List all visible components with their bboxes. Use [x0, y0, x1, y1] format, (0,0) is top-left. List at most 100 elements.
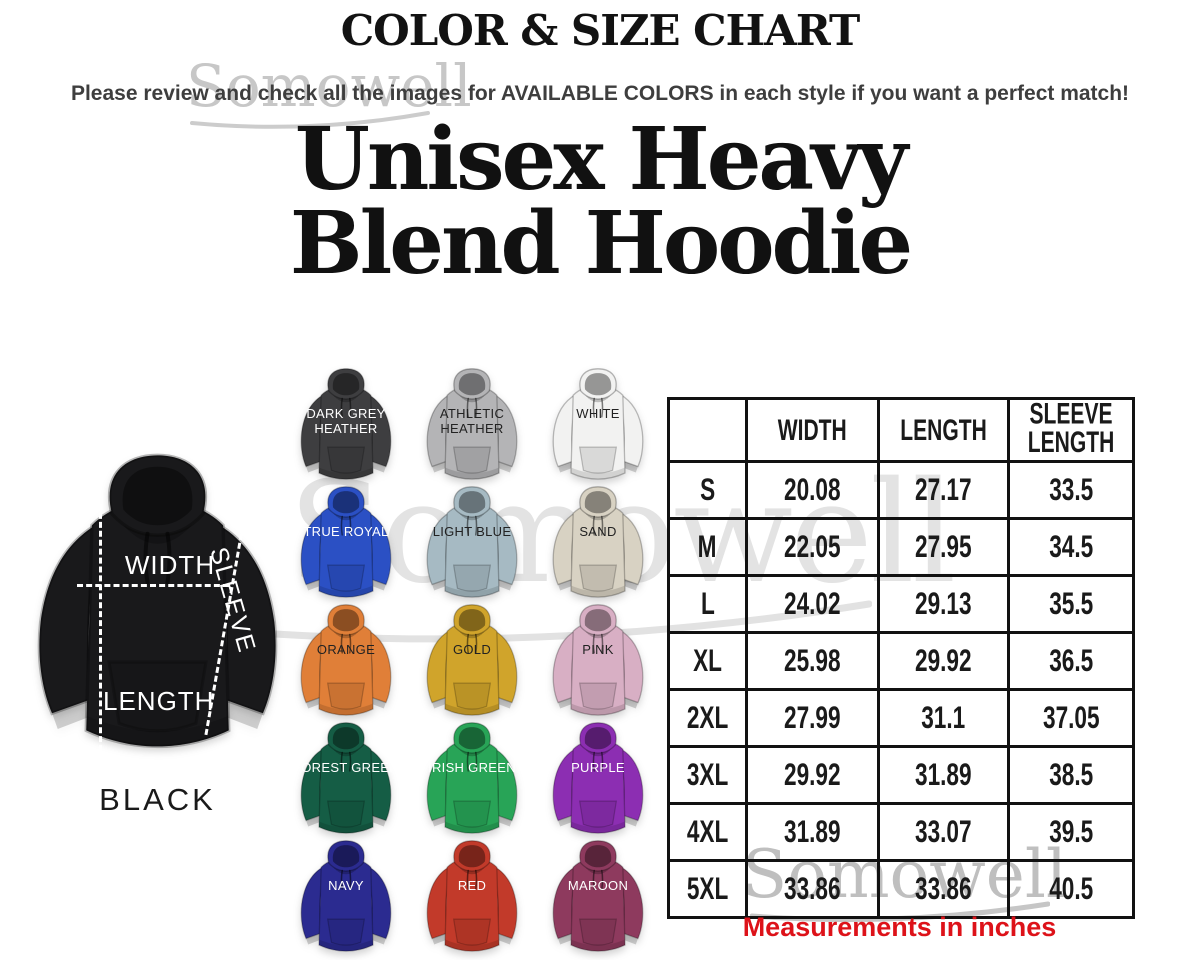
hoodie-icon: [552, 840, 644, 952]
hoodie-icon: [552, 604, 644, 716]
color-swatch: NAVY: [283, 838, 409, 956]
color-name-label: NAVY: [328, 878, 364, 893]
length-cell: 29.13: [877, 574, 1010, 634]
width-cell: 27.99: [745, 688, 880, 748]
width-cell: 25.98: [745, 631, 880, 691]
color-name-label: MAROON: [567, 878, 629, 893]
measurement-diagram: WIDTH LENGTH SLEEVE BLACK: [15, 448, 305, 848]
length-cell: 33.86: [877, 859, 1010, 919]
hoodie-icon: [426, 486, 518, 598]
size-cell: M: [667, 517, 748, 577]
size-column-header: [667, 397, 748, 463]
color-name-label: IRISH GREEN: [428, 760, 516, 775]
sleeve-length-cell: 33.5: [1007, 460, 1135, 520]
hoodie-icon: [552, 486, 644, 598]
sleeve-length-cell: 34.5: [1007, 517, 1135, 577]
hoodie-icon: [300, 722, 392, 834]
color-swatch: LIGHT BLUE: [409, 484, 535, 602]
color-swatch: MAROON: [535, 838, 661, 956]
size-cell: 5XL: [667, 859, 748, 919]
color-name-label: WHITE: [576, 406, 620, 421]
color-swatch: FOREST GREEN: [283, 720, 409, 838]
color-swatch: GOLD: [409, 602, 535, 720]
color-name-label: ORANGE: [316, 642, 376, 657]
page-title: COLOR & SIZE CHART: [340, 6, 861, 55]
subtitle: Please review and check all the images f…: [70, 82, 1130, 105]
length-cell: 31.89: [877, 745, 1010, 805]
color-swatch: SAND: [535, 484, 661, 602]
sleeve-length-cell: 36.5: [1007, 631, 1135, 691]
color-name-label: DARK GREY HEATHER: [306, 406, 386, 437]
width-column-header: WIDTH: [745, 397, 880, 463]
length-cell: 27.17: [877, 460, 1010, 520]
size-cell: S: [667, 460, 748, 520]
size-table-row: 5XL 33.86 33.86 40.5: [667, 859, 1135, 919]
size-cell: XL: [667, 631, 748, 691]
width-cell: 24.02: [745, 574, 880, 634]
size-table-row: L 24.02 29.13 35.5: [667, 574, 1135, 634]
product-title-line1: Unisex Heavy: [294, 109, 908, 210]
hoodie-icon: [426, 604, 518, 716]
hoodie-icon: [552, 722, 644, 834]
sleeve-length-cell: 40.5: [1007, 859, 1135, 919]
hoodie-icon: [552, 368, 644, 480]
sleeve-length-column-header: SLEEVE LENGTH: [1007, 397, 1135, 463]
width-label: WIDTH: [124, 550, 216, 580]
sleeve-length-cell: 39.5: [1007, 802, 1135, 862]
sleeve-length-cell: 37.05: [1007, 688, 1135, 748]
size-table-row: S 20.08 27.17 33.5: [667, 460, 1135, 520]
color-swatch: RED: [409, 838, 535, 956]
hoodie-icon: [426, 722, 518, 834]
size-cell: 2XL: [667, 688, 748, 748]
color-name-label: SAND: [579, 524, 617, 539]
color-swatch: IRISH GREEN: [409, 720, 535, 838]
size-table-row: 4XL 31.89 33.07 39.5: [667, 802, 1135, 862]
size-table: WIDTH LENGTH SLEEVE LENGTH S 20.08 27.17…: [667, 397, 1135, 919]
length-cell: 33.07: [877, 802, 1010, 862]
size-table-row: XL 25.98 29.92 36.5: [667, 631, 1135, 691]
hoodie-color-label: BLACK: [99, 782, 216, 817]
size-table-row: 3XL 29.92 31.89 38.5: [667, 745, 1135, 805]
color-swatch: WHITE: [535, 366, 661, 484]
length-cell: 27.95: [877, 517, 1010, 577]
size-table-body: S 20.08 27.17 33.5 M 22.05 27.95 34.5 L …: [667, 460, 1135, 919]
color-swatch: ATHLETIC HEATHER: [409, 366, 535, 484]
length-label: LENGTH: [103, 686, 215, 716]
color-name-label: FOREST GREEN: [293, 760, 399, 775]
width-cell: 29.92: [745, 745, 880, 805]
color-grid: DARK GREY HEATHER ATHLETIC HEATHER WHITE…: [283, 366, 661, 956]
color-swatch: TRUE ROYAL: [283, 484, 409, 602]
sleeve-length-cell: 35.5: [1007, 574, 1135, 634]
color-name-label: GOLD: [452, 642, 492, 657]
hoodie-icon: [300, 840, 392, 952]
size-cell: L: [667, 574, 748, 634]
size-cell: 3XL: [667, 745, 748, 805]
width-cell: 31.89: [745, 802, 880, 862]
color-name-label: PINK: [582, 642, 614, 657]
size-table-row: M 22.05 27.95 34.5: [667, 517, 1135, 577]
size-cell: 4XL: [667, 802, 748, 862]
measurements-footnote: Measurements in inches: [742, 912, 1057, 942]
color-name-label: ATHLETIC HEATHER: [439, 406, 505, 437]
hoodie-icon: [426, 840, 518, 952]
width-cell: 20.08: [745, 460, 880, 520]
product-title-line2: Blend Hoodie: [289, 193, 913, 295]
width-cell: 22.05: [745, 517, 880, 577]
color-name-label: RED: [457, 878, 487, 893]
color-swatch: PINK: [535, 602, 661, 720]
length-cell: 31.1: [877, 688, 1010, 748]
color-swatch: ORANGE: [283, 602, 409, 720]
width-cell: 33.86: [745, 859, 880, 919]
color-swatch: DARK GREY HEATHER: [283, 366, 409, 484]
color-name-label: TRUE ROYAL: [303, 524, 389, 539]
sleeve-length-cell: 38.5: [1007, 745, 1135, 805]
size-table-row: 2XL 27.99 31.1 37.05: [667, 688, 1135, 748]
length-cell: 29.92: [877, 631, 1010, 691]
color-name-label: PURPLE: [571, 760, 625, 775]
color-swatch: PURPLE: [535, 720, 661, 838]
size-table-header-row: WIDTH LENGTH SLEEVE LENGTH: [667, 397, 1135, 463]
length-column-header: LENGTH: [877, 397, 1010, 463]
color-name-label: LIGHT BLUE: [432, 524, 512, 539]
product-title: Unisex Heavy Blend Hoodie: [0, 109, 1200, 295]
